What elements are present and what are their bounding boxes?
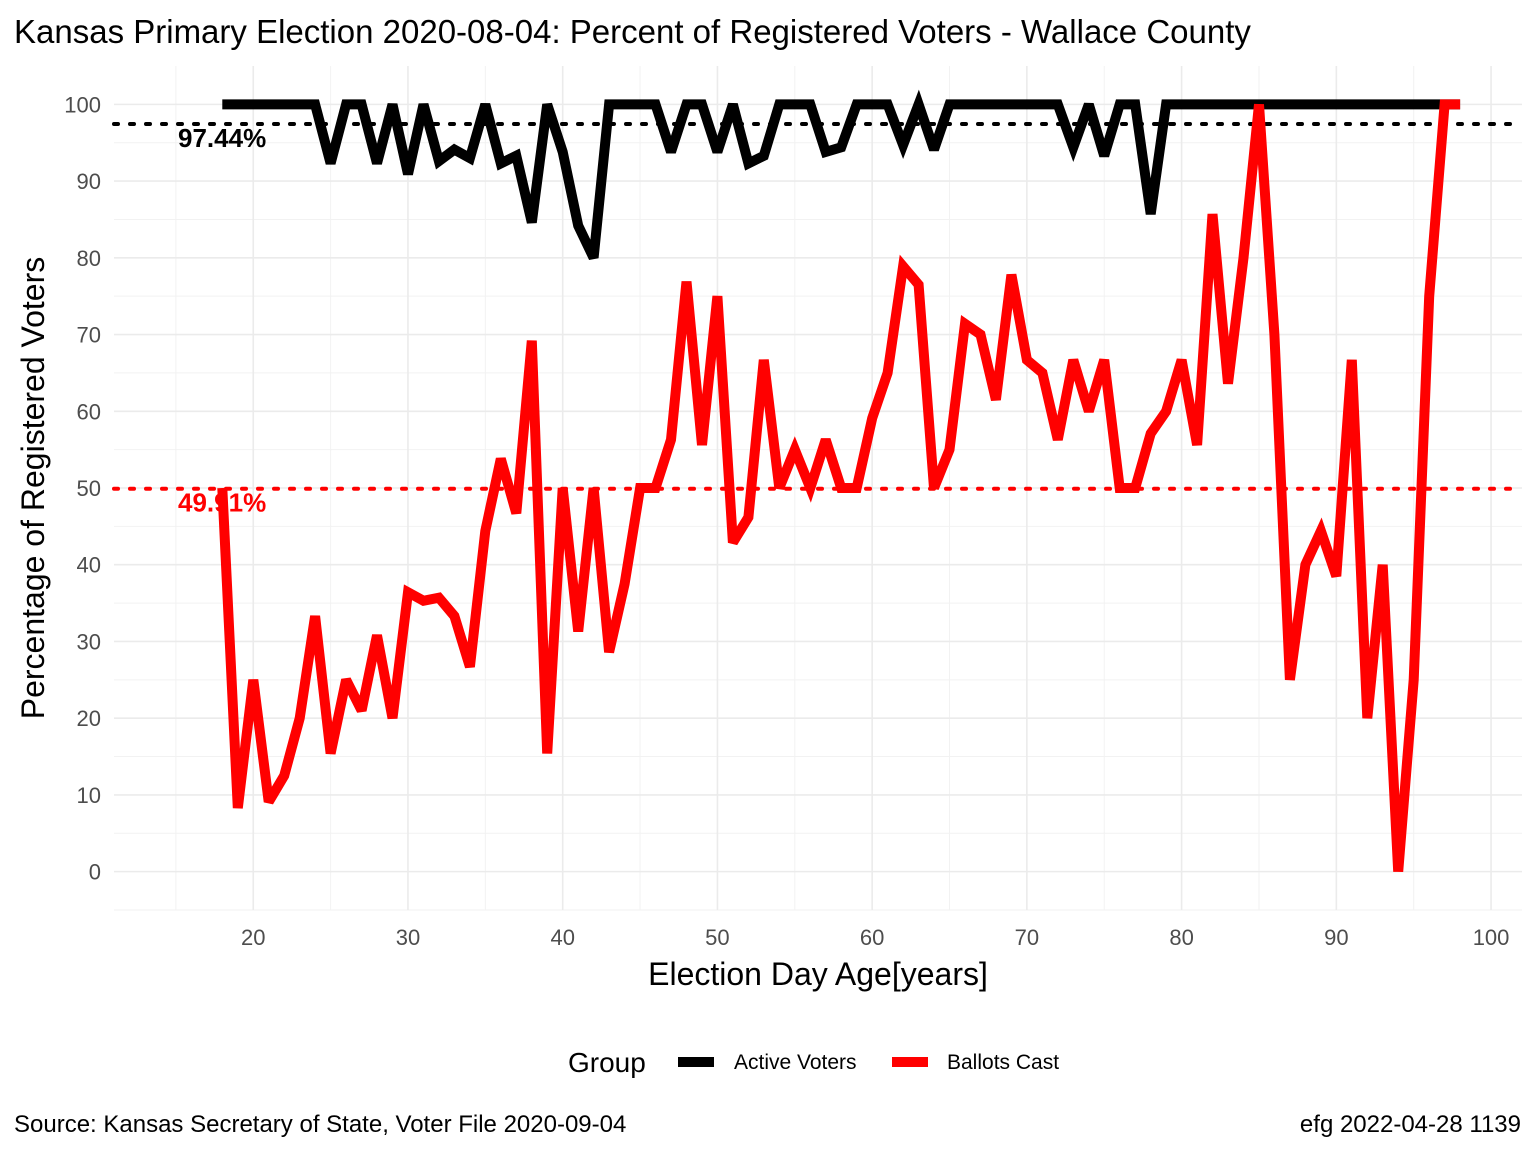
x-tick-label: 50 (705, 925, 729, 950)
y-tick-label: 100 (64, 92, 101, 117)
x-tick-label: 30 (396, 925, 420, 950)
reference-label: 49.91% (178, 488, 266, 518)
caption-credit: efg 2022-04-28 1139 (1300, 1111, 1521, 1138)
y-tick-label: 60 (77, 399, 101, 424)
series-line-ballots-cast (217, 99, 1461, 873)
y-tick-label: 40 (77, 553, 101, 578)
legend: Group Active Voters Ballots Cast (568, 1047, 1059, 1078)
legend-label-ballots-cast: Ballots Cast (947, 1051, 1059, 1074)
reference-label: 97.44% (178, 123, 266, 153)
x-tick-label: 60 (860, 925, 884, 950)
x-tick-label: 80 (1169, 925, 1193, 950)
y-tick-label: 80 (77, 246, 101, 271)
legend-label-active-voters: Active Voters (734, 1051, 857, 1074)
y-tick-label: 30 (77, 629, 101, 654)
x-tick-label: 100 (1473, 925, 1510, 950)
y-axis-ticks: 0 10 20 30 40 50 60 70 80 90 100 (64, 92, 101, 884)
legend-title: Group (568, 1047, 646, 1078)
series-lines (217, 89, 1461, 873)
y-tick-label: 70 (77, 323, 101, 348)
y-tick-label: 0 (89, 860, 101, 885)
chart-title: Kansas Primary Election 2020-08-04: Perc… (14, 13, 1251, 50)
y-tick-label: 10 (77, 783, 101, 808)
x-axis-ticks: 20 30 40 50 60 70 80 90 100 (241, 925, 1509, 950)
y-tick-label: 20 (77, 706, 101, 731)
y-tick-label: 90 (77, 169, 101, 194)
x-tick-label: 20 (241, 925, 265, 950)
y-axis-title: Percentage of Registered Voters (15, 257, 51, 720)
reference-lines (112, 122, 1524, 491)
y-tick-label: 50 (77, 476, 101, 501)
series-line-active-voters (222, 89, 1461, 260)
caption-source: Source: Kansas Secretary of State, Voter… (14, 1111, 626, 1138)
x-tick-label: 70 (1015, 925, 1039, 950)
reference-labels: 97.44% 49.91% (178, 123, 266, 518)
x-axis-title: Election Day Age[years] (648, 956, 988, 992)
grid-major (114, 66, 1522, 910)
x-tick-label: 90 (1324, 925, 1348, 950)
x-tick-label: 40 (550, 925, 574, 950)
